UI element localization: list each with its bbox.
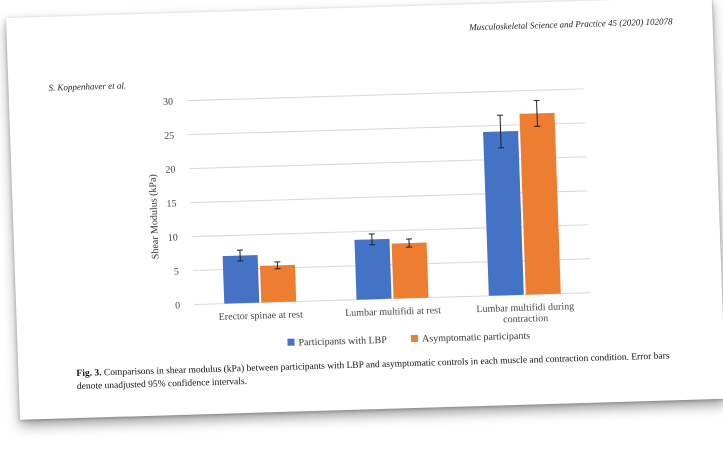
paper-page: Musculoskeletal Science and Practice 45 …	[6, 0, 723, 420]
legend-label: Asymptomatic participants	[422, 331, 530, 345]
x-tick-label: Lumbar multifidi during	[476, 301, 574, 315]
gridline	[191, 224, 589, 238]
error-bar	[499, 115, 502, 148]
bar	[354, 238, 392, 300]
figure-label: Fig. 3.	[76, 368, 102, 380]
gridline	[190, 190, 588, 204]
y-tick-label: 10	[168, 233, 178, 244]
y-tick-label: 0	[175, 300, 180, 311]
bar-chart: 0 5 10 15 20 25 30 Shear Modulus (kPa) Erector…	[148, 88, 591, 349]
bar	[259, 264, 297, 303]
grid-layer	[186, 88, 591, 306]
x-tick-label: Lumbar multifidi at rest	[345, 305, 441, 319]
y-tick-label: 20	[165, 165, 175, 176]
error-bar	[536, 100, 538, 127]
y-ticks: 0 5 10 15 20 25 30	[163, 97, 180, 312]
y-tick-label: 25	[164, 131, 174, 142]
bar	[391, 242, 429, 299]
gridline	[192, 258, 590, 272]
bar	[483, 130, 524, 296]
legend-label: Participants with LBP	[298, 335, 387, 349]
legend-swatch	[410, 334, 419, 343]
gridline	[186, 88, 584, 102]
bar	[519, 112, 561, 295]
legend-swatch	[287, 338, 295, 346]
y-tick-label: 30	[163, 97, 173, 108]
gridline	[194, 292, 591, 306]
bars	[222, 112, 561, 304]
y-tick-label: 15	[166, 199, 176, 210]
y-axis-label: Shear Modulus (kPa)	[148, 174, 162, 259]
x-tick-label: Erector spinae at rest	[218, 309, 303, 322]
x-tick-labels: Erector spinae at rest Lumbar multifidi a…	[218, 301, 574, 325]
legend: Participants with LBP Asymptomatic partic…	[287, 331, 530, 349]
gridline	[188, 122, 586, 136]
error-bars	[236, 99, 541, 270]
gridline	[189, 156, 587, 170]
y-tick-label: 5	[174, 266, 179, 277]
bar	[222, 255, 260, 304]
x-tick-label: contraction	[503, 313, 548, 325]
